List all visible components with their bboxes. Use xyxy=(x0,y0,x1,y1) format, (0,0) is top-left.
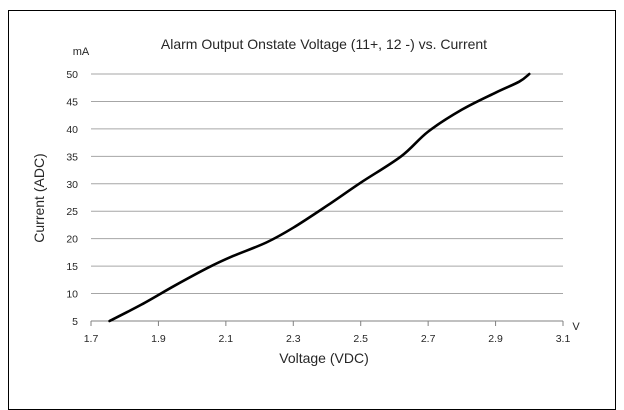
y-tick-label: 35 xyxy=(66,151,78,163)
x-tick-label: 2.1 xyxy=(219,333,234,345)
y-tick-label: 20 xyxy=(66,234,78,246)
chart-svg: Alarm Output Onstate Voltage (11+, 12 -)… xyxy=(31,36,580,366)
x-tick-label: 2.3 xyxy=(286,333,301,345)
x-tick-label: 2.9 xyxy=(488,333,503,345)
x-tick-label: 2.5 xyxy=(353,333,368,345)
x-tick-label: 1.9 xyxy=(151,333,166,345)
x-unit-label: V xyxy=(572,321,580,333)
x-tick-label: 3.1 xyxy=(556,333,571,345)
grid-layer xyxy=(91,73,563,295)
y-tick-label: 15 xyxy=(66,261,78,273)
y-tick-label: 45 xyxy=(66,96,78,108)
axes-layer xyxy=(90,320,564,326)
y-axis-title: Current (ADC) xyxy=(31,153,47,242)
chart-container: Alarm Output Onstate Voltage (11+, 12 -)… xyxy=(8,10,616,410)
y-tick-label: 5 xyxy=(72,316,78,328)
y-tick-label: 40 xyxy=(66,124,78,136)
y-tick-label: 50 xyxy=(66,69,78,81)
labels-layer: Alarm Output Onstate Voltage (11+, 12 -)… xyxy=(31,36,580,366)
x-tick-label: 1.7 xyxy=(84,333,99,345)
series-layer xyxy=(108,72,531,323)
y-tick-label: 10 xyxy=(66,289,78,301)
y-tick-label: 30 xyxy=(66,179,78,191)
chart-title: Alarm Output Onstate Voltage (11+, 12 -)… xyxy=(161,36,487,52)
y-tick-label: 25 xyxy=(66,206,78,218)
chart-frame xyxy=(8,10,616,410)
y-unit-label: mA xyxy=(73,46,90,58)
x-tick-label: 2.7 xyxy=(421,333,436,345)
x-axis-title: Voltage (VDC) xyxy=(279,350,368,366)
series-line xyxy=(108,72,531,323)
